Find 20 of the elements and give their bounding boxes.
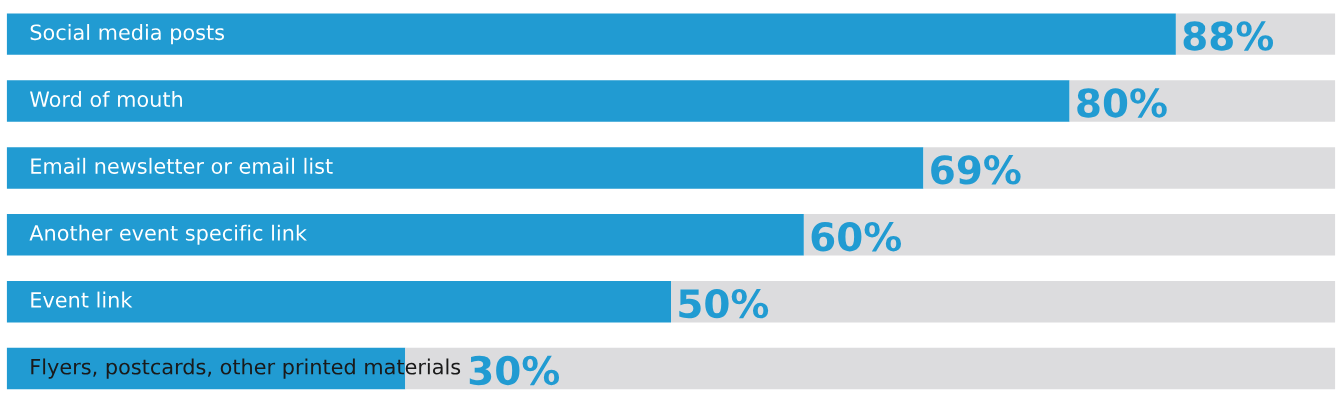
bar [923, 147, 1336, 189]
bar [1069, 80, 1336, 122]
bar [6, 214, 804, 256]
bar [6, 280, 672, 323]
bar [6, 13, 1176, 55]
y-tick-label: Event link [31, 291, 133, 308]
y-tick-label: Social media posts [30, 24, 225, 45]
bar [671, 280, 1336, 323]
bar [6, 80, 1070, 122]
data-label: 50% [679, 288, 769, 319]
data-label: 69% [931, 155, 1021, 185]
y-tick-label: Another event specific link [29, 224, 307, 245]
y-tick-label: Word of mouth [29, 90, 182, 108]
data-label: 60% [811, 222, 902, 252]
data-label: 88% [1183, 21, 1274, 51]
data-label: 30% [469, 355, 560, 386]
bar [803, 214, 1336, 256]
bar [6, 147, 924, 189]
y-tick-label: Email newsletter or email list [31, 157, 333, 174]
data-label: 80% [1077, 88, 1167, 118]
